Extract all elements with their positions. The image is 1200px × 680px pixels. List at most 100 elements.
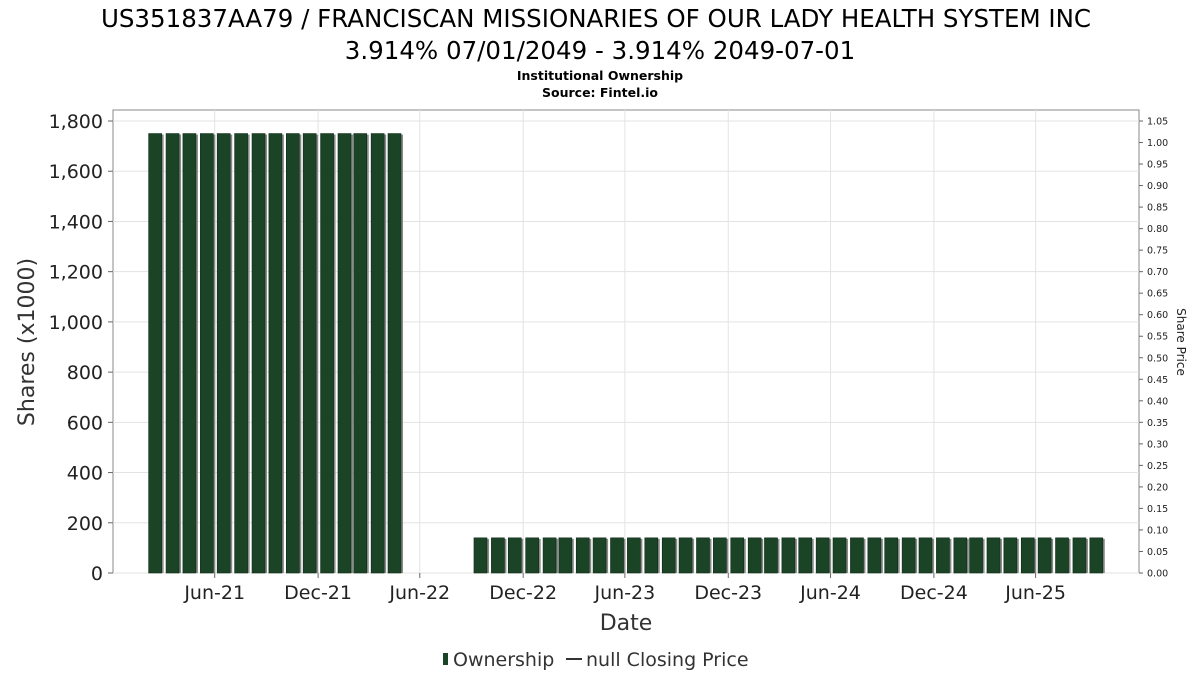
ownership-bar bbox=[216, 133, 231, 574]
ownership-bar bbox=[764, 537, 778, 574]
x-tick-label: Dec-24 bbox=[900, 582, 968, 604]
ownership-bar bbox=[1072, 537, 1087, 574]
y2-axis-ticks: 0.00 0.05 0.10 0.15 0.20 0.25 0.30 0.35 0.40 0.45… bbox=[1139, 117, 1168, 580]
y2-axis-label: Share Price bbox=[1174, 308, 1188, 376]
x-tick-label: Dec-23 bbox=[694, 582, 762, 604]
ownership-bar bbox=[969, 537, 983, 574]
y2-tick-label: 0.85 bbox=[1147, 203, 1168, 214]
ownership-bar bbox=[1037, 537, 1052, 574]
ownership-bar bbox=[200, 133, 214, 574]
ownership-bar bbox=[627, 537, 641, 574]
ownership-bar bbox=[678, 537, 693, 574]
y2-tick-label: 0.20 bbox=[1147, 482, 1168, 493]
plot-area bbox=[112, 109, 1140, 574]
y2-tick-label: 0.60 bbox=[1147, 310, 1168, 321]
ownership-bar bbox=[747, 537, 762, 574]
y2-tick-label: 0.45 bbox=[1147, 375, 1168, 386]
ownership-bars bbox=[148, 133, 1105, 574]
x-tick-label: Jun-24 bbox=[799, 582, 861, 604]
ownership-bar bbox=[1055, 537, 1069, 574]
ownership-bar bbox=[268, 133, 283, 574]
ownership-bar bbox=[575, 537, 590, 574]
x-tick-label: Dec-21 bbox=[284, 582, 352, 604]
y-tick-label: 1,800 bbox=[49, 111, 103, 133]
ownership-bar bbox=[234, 133, 248, 574]
y-tick-label: 1,000 bbox=[49, 312, 103, 334]
ownership-bar bbox=[387, 133, 402, 574]
y-tick-label: 1,600 bbox=[49, 161, 103, 183]
ownership-bar bbox=[798, 537, 813, 574]
y-tick-label: 1,400 bbox=[49, 211, 103, 233]
y-axis-ticks: 0 200 400 600 800 1,000 1,200 1,400 1,600 1,800 bbox=[49, 111, 113, 585]
ownership-bar bbox=[251, 133, 266, 574]
ownership-bar bbox=[148, 133, 162, 574]
y2-tick-label: 0.95 bbox=[1147, 160, 1168, 171]
ownership-bar bbox=[610, 537, 624, 574]
ownership-bar bbox=[1089, 537, 1104, 574]
ownership-bar bbox=[320, 133, 334, 574]
chart-title-line2: 3.914% 07/01/2049 - 3.914% 2049-07-01 bbox=[345, 36, 855, 65]
y-tick-label: 400 bbox=[67, 463, 103, 485]
ownership-bar bbox=[901, 537, 916, 574]
x-axis-ticks: Jun-21 Dec-21 Jun-22 Dec-22 Jun-23 Dec-23 Jun-… bbox=[183, 573, 1066, 604]
ownership-bar bbox=[867, 537, 882, 574]
y2-tick-label: 0.50 bbox=[1147, 353, 1168, 364]
y-axis-label: Shares (x1000) bbox=[15, 258, 40, 426]
ownership-bar bbox=[644, 537, 659, 574]
y2-tick-label: 0.25 bbox=[1147, 461, 1168, 472]
y-tick-label: 1,200 bbox=[49, 262, 103, 284]
ownership-bar bbox=[815, 537, 830, 574]
chart-subtitle-line2: Source: Fintel.io bbox=[542, 85, 658, 100]
y2-tick-label: 0.15 bbox=[1147, 504, 1168, 515]
y2-tick-label: 0.75 bbox=[1147, 246, 1168, 257]
legend: Ownership null Closing Price bbox=[443, 649, 749, 671]
ownership-bar bbox=[558, 537, 573, 574]
ownership-bar bbox=[1020, 537, 1035, 574]
x-tick-label: Jun-23 bbox=[594, 582, 656, 604]
ownership-bar bbox=[953, 537, 968, 574]
ownership-bar bbox=[286, 133, 300, 574]
y2-tick-label: 0.35 bbox=[1147, 418, 1168, 429]
x-axis-label: Date bbox=[600, 611, 653, 636]
ownership-bar bbox=[337, 133, 352, 574]
ownership-bar bbox=[473, 537, 488, 574]
ownership-bar bbox=[850, 537, 864, 574]
legend-ownership-swatch bbox=[443, 653, 448, 665]
ownership-bar bbox=[884, 537, 899, 574]
ownership-bar bbox=[525, 537, 539, 574]
ownership-bar bbox=[1003, 537, 1018, 574]
ownership-bar bbox=[986, 537, 1001, 574]
ownership-bar bbox=[730, 537, 745, 574]
ownership-bar bbox=[182, 133, 197, 574]
ownership-bar bbox=[507, 537, 522, 574]
y2-tick-label: 1.05 bbox=[1147, 117, 1168, 128]
ownership-bar bbox=[353, 133, 368, 574]
ownership-bar bbox=[370, 133, 385, 574]
ownership-bar bbox=[781, 537, 796, 574]
y2-tick-label: 0.70 bbox=[1147, 267, 1168, 278]
x-tick-label: Dec-22 bbox=[489, 582, 557, 604]
ownership-bar bbox=[918, 537, 933, 574]
y2-tick-label: 0.30 bbox=[1147, 439, 1168, 450]
y2-tick-label: 0.10 bbox=[1147, 525, 1168, 536]
y2-tick-label: 0.80 bbox=[1147, 224, 1168, 235]
y2-tick-label: 0.65 bbox=[1147, 289, 1168, 300]
ownership-bar bbox=[696, 537, 710, 574]
ownership-bar bbox=[491, 537, 505, 574]
chart-title-line1: US351837AA79 / FRANCISCAN MISSIONARIES O… bbox=[101, 4, 1091, 33]
legend-ownership-label: Ownership bbox=[453, 649, 554, 671]
y-tick-label: 600 bbox=[67, 412, 103, 434]
y-tick-label: 200 bbox=[67, 513, 103, 535]
x-tick-label: Jun-25 bbox=[1004, 582, 1066, 604]
ownership-bar bbox=[661, 537, 676, 574]
y2-tick-label: 0.55 bbox=[1147, 332, 1168, 343]
y2-tick-label: 0.40 bbox=[1147, 396, 1168, 407]
x-tick-label: Jun-22 bbox=[388, 582, 450, 604]
chart-subtitle-line1: Institutional Ownership bbox=[517, 68, 683, 83]
ownership-bar bbox=[542, 537, 557, 574]
ownership-bar bbox=[592, 537, 607, 574]
y2-tick-label: 1.00 bbox=[1147, 138, 1168, 149]
y2-tick-label: 0.00 bbox=[1147, 569, 1168, 580]
